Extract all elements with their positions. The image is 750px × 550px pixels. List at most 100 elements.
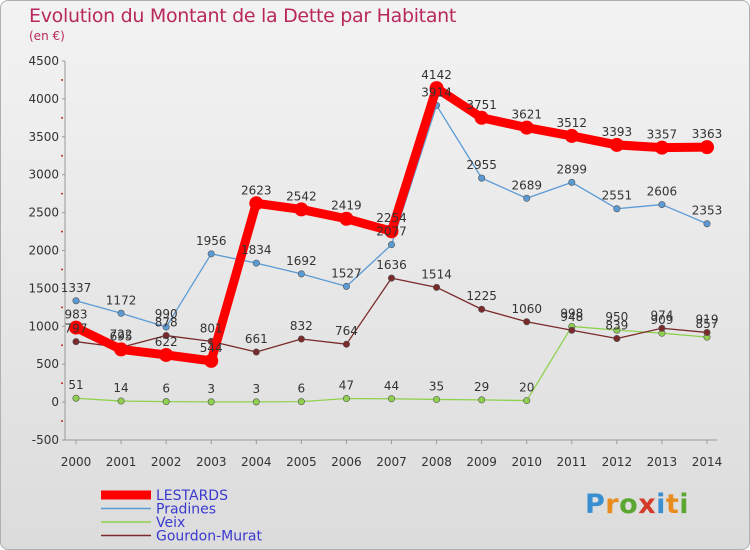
y-minor-tick	[61, 230, 63, 233]
data-label: 974	[650, 308, 673, 322]
data-point	[207, 250, 215, 258]
data-point	[658, 324, 666, 332]
data-point	[339, 211, 354, 226]
y-minor-tick	[61, 344, 63, 347]
data-point	[568, 326, 576, 334]
data-label: 797	[65, 322, 88, 336]
data-point	[249, 196, 264, 211]
data-label: 51	[68, 378, 83, 392]
data-label: 3	[207, 382, 215, 396]
data-point	[700, 140, 714, 155]
data-point	[384, 224, 399, 239]
data-label: 1514	[421, 267, 452, 281]
data-label: 622	[155, 335, 178, 349]
logo-letter: r	[605, 489, 620, 520]
data-label: 983	[65, 308, 88, 322]
data-label: 2419	[331, 199, 362, 213]
y-tick-label: 2000	[28, 244, 59, 258]
data-label: 695	[110, 329, 133, 343]
legend-label-lestards: LESTARDS	[156, 488, 228, 504]
x-tick-label: 2006	[331, 455, 362, 469]
data-label: 35	[429, 379, 444, 393]
data-label: 4142	[421, 68, 452, 82]
data-label: 2623	[241, 183, 272, 197]
chart-subtitle: (en €)	[29, 29, 65, 43]
data-point	[252, 348, 260, 356]
x-tick-label: 2002	[151, 455, 182, 469]
legend-label-veix: Veix	[156, 515, 185, 531]
legend-label-pradines: Pradines	[156, 502, 216, 518]
data-point	[478, 174, 486, 182]
y-tick-label: 3000	[28, 168, 59, 182]
data-point	[342, 282, 350, 290]
logo-letter: i	[656, 489, 666, 520]
data-label: 832	[290, 319, 313, 333]
data-point	[613, 205, 621, 213]
data-label: 544	[200, 341, 223, 355]
data-label: 3357	[647, 128, 678, 142]
x-tick-label: 2011	[557, 455, 588, 469]
data-point	[387, 274, 395, 282]
data-label: 14	[113, 381, 128, 395]
logo-letter: x	[638, 489, 657, 520]
data-label: 2542	[286, 189, 317, 203]
y-tick-label: -500	[32, 433, 59, 447]
data-point	[72, 338, 80, 346]
x-tick-label: 2014	[692, 455, 723, 469]
data-label: 2606	[647, 185, 678, 199]
y-minor-tick	[61, 154, 63, 157]
x-tick-label: 2000	[61, 455, 92, 469]
data-point	[207, 398, 215, 406]
data-label: 1337	[61, 281, 92, 295]
data-label: 919	[696, 312, 719, 326]
data-point	[613, 335, 621, 343]
data-label: 764	[335, 324, 358, 338]
y-tick-label: 4000	[28, 92, 59, 106]
data-point	[609, 137, 624, 152]
logo-letter: P	[585, 489, 606, 520]
data-point	[297, 398, 305, 406]
data-label: 948	[560, 310, 583, 324]
y-minor-tick	[61, 420, 63, 422]
data-point	[519, 120, 534, 135]
data-point	[72, 297, 80, 305]
y-tick-label: 1500	[28, 281, 59, 295]
data-point	[162, 332, 170, 340]
data-label: 3	[252, 382, 260, 396]
logo-letter: t	[665, 489, 680, 520]
data-label: 2899	[557, 162, 588, 176]
data-point	[654, 140, 669, 155]
logo-letter: i	[679, 489, 690, 520]
data-point	[204, 353, 219, 368]
data-label: 1636	[376, 258, 407, 272]
x-tick-label: 2005	[286, 455, 317, 469]
data-point	[568, 178, 576, 186]
data-point	[433, 395, 441, 403]
y-tick-label: 2500	[28, 206, 59, 220]
data-label: 950	[605, 310, 628, 324]
data-point	[474, 110, 489, 125]
data-point	[162, 398, 170, 406]
y-minor-tick	[61, 382, 63, 384]
data-label: 44	[384, 379, 399, 393]
data-label: 6	[298, 382, 306, 396]
y-tick-label: 4500	[28, 54, 59, 68]
y-minor-tick	[61, 79, 63, 81]
data-label: 3512	[557, 116, 588, 130]
data-point	[433, 283, 441, 291]
data-label: 3621	[511, 108, 542, 122]
data-point	[478, 305, 486, 313]
data-point	[478, 396, 486, 404]
y-minor-tick	[61, 268, 63, 271]
data-point	[114, 342, 129, 357]
y-minor-tick	[61, 306, 63, 309]
x-tick-label: 2012	[602, 455, 633, 469]
data-label: 1060	[511, 302, 542, 316]
data-label: 2955	[466, 158, 497, 172]
data-point	[117, 397, 125, 405]
data-label: 661	[245, 332, 268, 346]
data-label: 1834	[241, 243, 272, 257]
legend-label-gourdon-murat: Gourdon-Murat	[156, 529, 262, 545]
